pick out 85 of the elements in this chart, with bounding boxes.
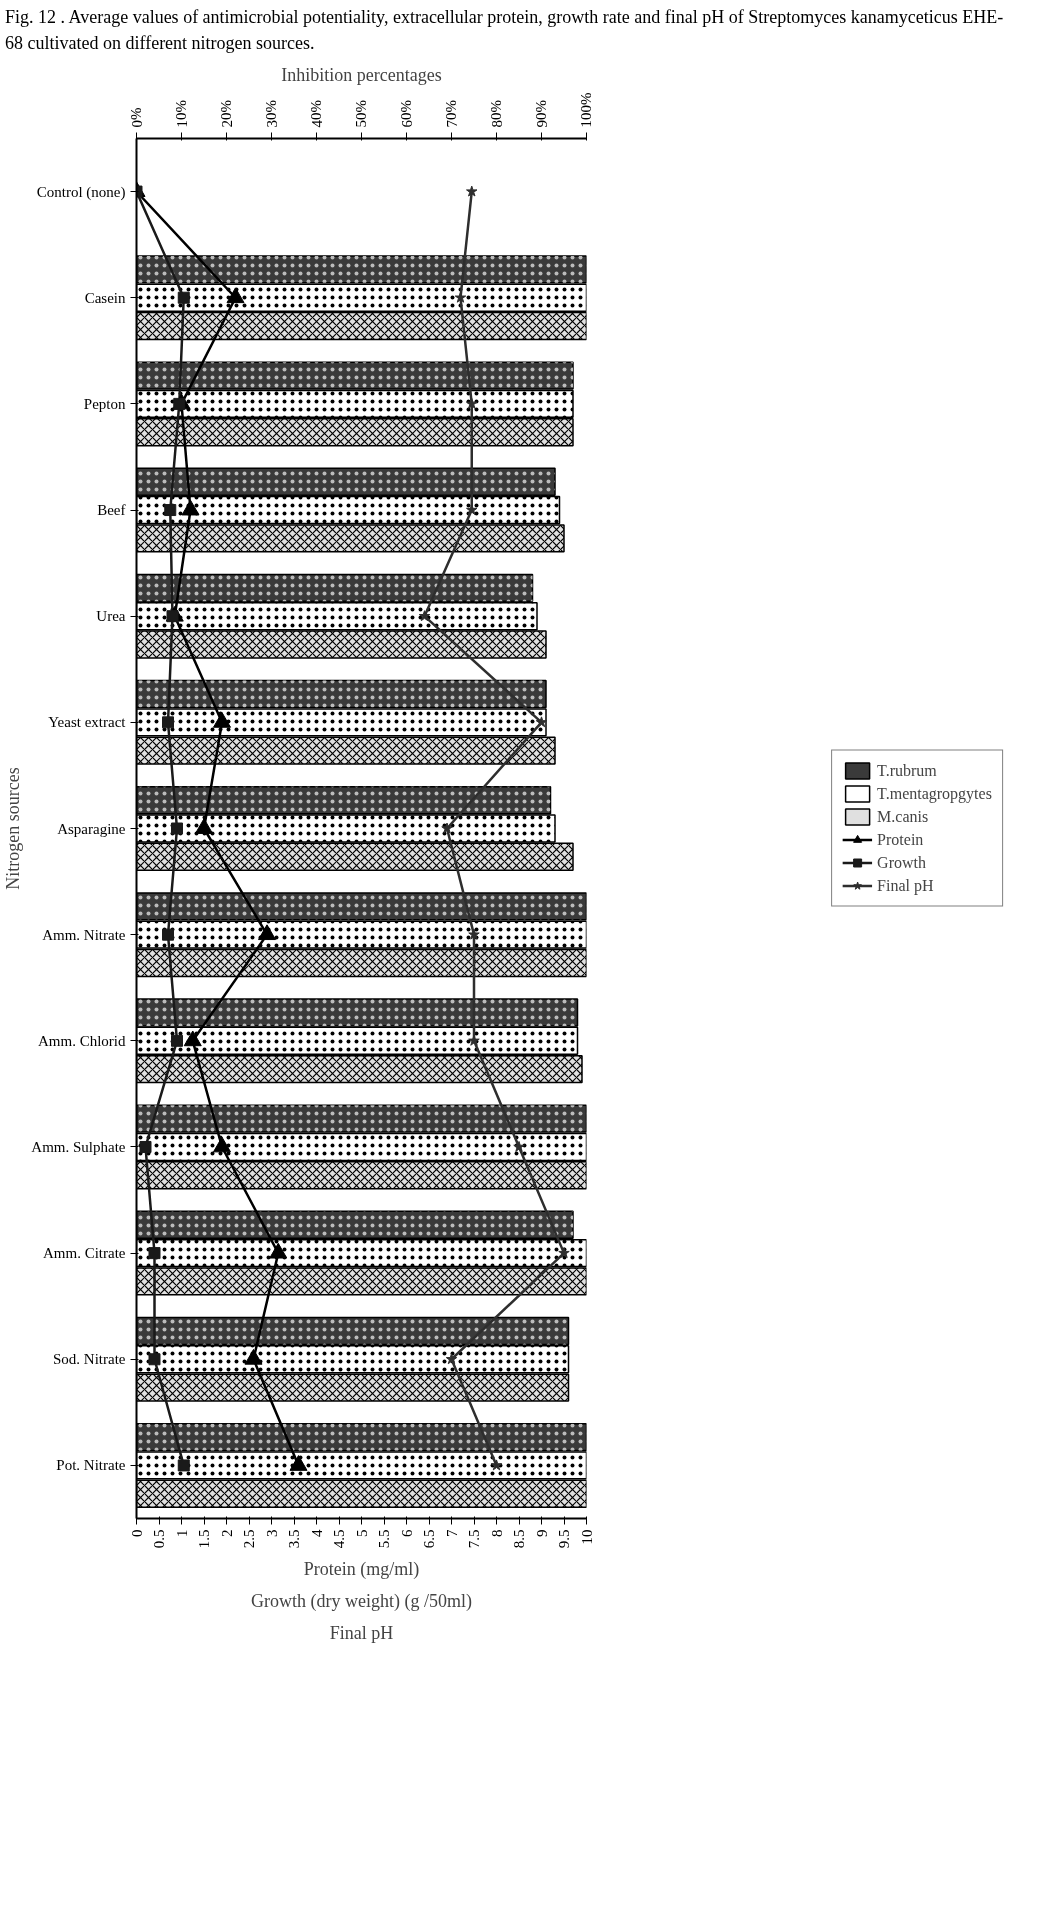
point xyxy=(164,504,177,517)
x-tick-label: 7 xyxy=(443,1529,460,1538)
x2-tick-label: 0% xyxy=(128,107,145,128)
y-tick-label: Asparagine xyxy=(57,820,126,837)
x-tick-label: 7.5 xyxy=(466,1529,482,1549)
point xyxy=(466,398,478,410)
y-tick-label: Amm. Chlorid xyxy=(38,1033,126,1050)
x-tick-label: 1.5 xyxy=(196,1529,212,1549)
point xyxy=(181,500,200,516)
x-tick-label: 4.5 xyxy=(331,1529,347,1549)
y-tick-label: Casein xyxy=(84,290,126,307)
point xyxy=(258,924,276,941)
x2-tick-label: 20% xyxy=(218,100,235,128)
point xyxy=(269,1243,288,1259)
point xyxy=(148,1247,161,1260)
x-tick-label: 9 xyxy=(533,1529,550,1538)
x-axis-title: Protein (mg/ml) Growth (dry weight) (g /50ml) Final pH xyxy=(251,1558,472,1643)
point xyxy=(535,716,548,728)
y-tick-label: Pepton xyxy=(83,396,126,413)
point xyxy=(289,1455,308,1472)
y-tick-label: Pot. Nitrate xyxy=(56,1457,126,1474)
point xyxy=(454,292,467,304)
x2-tick-label: 100% xyxy=(578,92,595,128)
x-tick-label: 1 xyxy=(173,1529,190,1538)
point xyxy=(418,610,431,622)
x2-tick-label: 10% xyxy=(173,100,190,128)
y-tick-label: Control (none) xyxy=(36,183,126,201)
point xyxy=(490,1459,503,1471)
x-tick-label: 6 xyxy=(398,1529,415,1538)
point xyxy=(213,1137,231,1153)
point xyxy=(171,822,183,835)
x2-tick-label: 80% xyxy=(488,100,505,128)
point xyxy=(244,1349,263,1366)
y-tick-label: Beef xyxy=(97,502,126,519)
legend-label: T.rubrum xyxy=(877,761,937,780)
legend-label: M.canis xyxy=(877,807,929,826)
point xyxy=(468,929,480,941)
x-tick-label: 8.5 xyxy=(511,1529,527,1549)
x-tick-label: 9.5 xyxy=(556,1529,572,1549)
point xyxy=(445,1353,458,1365)
point xyxy=(162,716,174,729)
x-tick-label: 5.5 xyxy=(376,1529,392,1549)
legend-label: Final pH xyxy=(877,876,934,895)
x-tick-label: 3 xyxy=(263,1529,280,1538)
x2-tick-label: 70% xyxy=(443,100,460,128)
x-tick-label: 3.5 xyxy=(286,1529,302,1549)
point xyxy=(148,1353,161,1366)
x2-tick-label: 40% xyxy=(308,100,325,128)
point xyxy=(171,1035,183,1048)
chart-title: Fig. 12 . Average values of antimicrobial potentiality, extracellular protein, growth rate and final pH of Streptomyces kanamyceticus EHE-68 cultivated on different nitrogen sources. xyxy=(5,6,1005,55)
x2-tick-label: 50% xyxy=(353,100,370,128)
x-tick-label: 2 xyxy=(218,1529,235,1538)
x-tick-label: 2.5 xyxy=(241,1529,257,1549)
point xyxy=(466,185,478,197)
x-tick-label: 8 xyxy=(488,1529,505,1538)
point xyxy=(139,1141,152,1154)
x-tick-label: 6.5 xyxy=(421,1529,437,1549)
point xyxy=(183,1030,202,1047)
x2-tick-label: 60% xyxy=(398,100,415,128)
y-tick-label: Amm. Citrate xyxy=(43,1245,126,1262)
legend-label: Growth xyxy=(877,853,926,872)
point xyxy=(441,822,453,834)
point xyxy=(177,292,190,305)
point xyxy=(195,818,213,835)
x-tick-label: 0 xyxy=(128,1529,145,1538)
point xyxy=(558,1247,570,1259)
y-tick-label: Amm. Nitrate xyxy=(42,927,126,944)
y-tick-label: Amm. Sulphate xyxy=(31,1139,126,1156)
x-tick-label: 5 xyxy=(353,1529,370,1538)
point xyxy=(213,712,231,729)
y-tick-label: Yeast extract xyxy=(48,714,127,731)
y-axis-title: Nitrogen sources xyxy=(3,767,24,891)
x-tick-label: 10 xyxy=(578,1529,595,1545)
point xyxy=(162,929,174,942)
y-tick-label: Sod. Nitrate xyxy=(53,1351,126,1368)
point xyxy=(513,1141,525,1153)
legend-label: Protein xyxy=(877,830,924,849)
legend-label: T.mentagropgytes xyxy=(877,784,992,803)
x2-axis-title: Inhibition percentages xyxy=(281,64,442,85)
y-tick-label: Urea xyxy=(96,608,126,625)
x2-tick-label: 30% xyxy=(263,100,280,128)
x-tick-label: 4 xyxy=(308,1529,325,1538)
x2-tick-label: 90% xyxy=(533,100,550,128)
point xyxy=(177,1459,190,1472)
x-tick-label: 0.5 xyxy=(151,1529,167,1549)
